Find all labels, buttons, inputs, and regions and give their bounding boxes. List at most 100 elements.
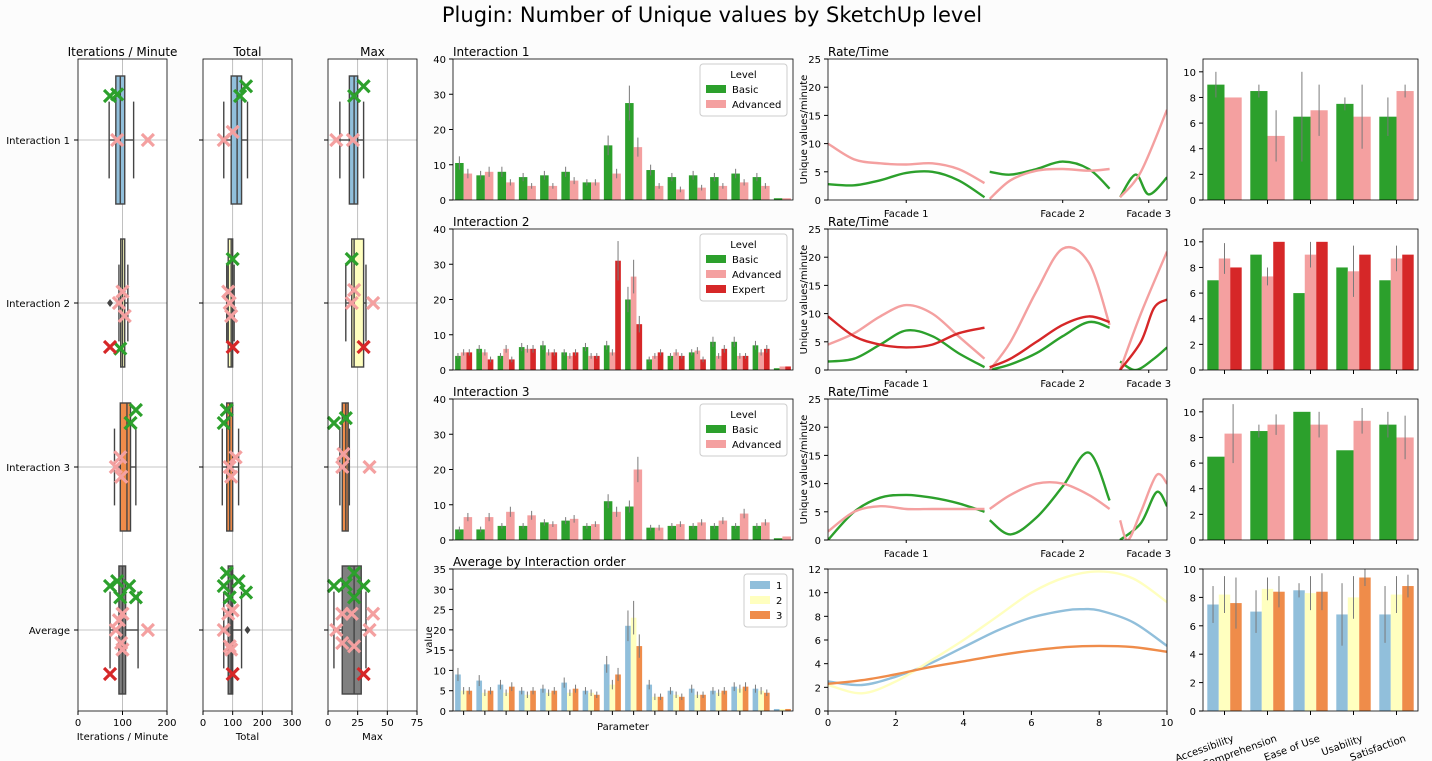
rate_i2-series-line xyxy=(828,303,986,360)
bars_i2-bar xyxy=(763,348,770,370)
bars_i1-bar xyxy=(676,189,685,200)
bars_i2-legend-label: Expert xyxy=(732,285,765,296)
box_iterations-point xyxy=(108,622,123,638)
bars_i3-bar xyxy=(527,515,536,540)
rate_avg-ytick-label: 2 xyxy=(815,683,821,694)
box_max-point xyxy=(362,459,377,475)
survey_i2-ytick-label: 4 xyxy=(1190,315,1196,326)
survey_avg-bar xyxy=(1230,603,1242,711)
bars_i1-bar xyxy=(718,185,728,200)
survey_i1-bar xyxy=(1207,84,1225,200)
survey_avg-bar xyxy=(1359,577,1371,711)
bars_avg-bar xyxy=(758,690,764,711)
bars_i1-frame xyxy=(452,58,794,201)
box_total-point xyxy=(219,402,234,418)
rate_i1-ytick-label: 20 xyxy=(808,83,821,94)
bars_avg-bar xyxy=(497,684,504,711)
survey_i2-bar xyxy=(1336,267,1348,370)
rate_i2-facade-label: Facade 3 xyxy=(1126,379,1171,390)
survey_i1-bar xyxy=(1353,116,1371,200)
bars_i2-bar xyxy=(603,345,610,370)
bars_i2-bar xyxy=(503,348,509,370)
rate_i3-series-line xyxy=(1118,472,1167,540)
bars_avg-bar xyxy=(763,692,770,711)
box_max-point xyxy=(346,565,362,581)
survey_avg-ytick-label: 8 xyxy=(1190,593,1196,604)
survey_avg-ytick-label: 0 xyxy=(1190,707,1196,718)
rate_avg-ytick-label: 0 xyxy=(815,707,821,718)
bars_i2-bar xyxy=(636,324,643,370)
bars_i3-legend-title: Level xyxy=(730,410,756,421)
bars_i2-legend-swatch xyxy=(706,255,726,263)
bars_i3-bar xyxy=(633,469,643,540)
bars_i2-bar xyxy=(652,355,658,370)
box_total-point xyxy=(228,450,243,465)
survey_i3-bar xyxy=(1353,420,1371,540)
bars_i2-bar xyxy=(609,352,616,370)
bars_i1-bar xyxy=(527,185,536,200)
bars_i2-bar xyxy=(518,347,525,370)
box_total-box xyxy=(230,75,243,205)
bars_i3-ytick-label: 20 xyxy=(433,466,446,477)
box_iterations-xtick-label: 200 xyxy=(157,718,176,729)
box_max-xlabel: Max xyxy=(362,732,383,743)
bars_i1-legend-label: Advanced xyxy=(732,100,781,111)
bars_avg-ytick-label: 20 xyxy=(433,626,446,637)
figure-title: Plugin: Number of Unique values by Sketc… xyxy=(442,3,982,27)
box_max-point xyxy=(365,606,381,621)
bars_i2-bar xyxy=(615,260,621,370)
bars_i3-bar xyxy=(761,522,770,540)
survey_i3-ytick-label: 0 xyxy=(1190,536,1196,547)
survey_avg-bar xyxy=(1347,597,1360,711)
bars_i2-bar xyxy=(646,359,653,370)
box_iterations-frame xyxy=(77,58,168,712)
bars_i2-bar xyxy=(466,352,473,370)
bars_i2-bar xyxy=(460,352,467,370)
bars_i2-bar xyxy=(688,352,695,370)
bars_i2-legend-label: Basic xyxy=(732,255,758,266)
bars_i2-bar xyxy=(508,359,515,370)
bars_i2-bar xyxy=(731,341,738,370)
bars_avg-bar xyxy=(636,646,643,711)
rate_i2-series-line xyxy=(828,328,986,369)
bars_avg-ytick-label: 25 xyxy=(433,606,446,617)
bars_i1-bar xyxy=(697,187,706,200)
box_max-xtick-label: 50 xyxy=(381,718,394,729)
survey_avg-bar xyxy=(1273,591,1285,711)
bars_i2-legend-title: Level xyxy=(730,240,756,251)
survey_avg-bar xyxy=(1379,614,1391,711)
bars_i2-bar xyxy=(673,352,679,370)
box_iterations-point xyxy=(128,402,143,418)
rate_i2-ytick-label: 15 xyxy=(808,281,821,292)
survey_avg-bar xyxy=(1218,594,1231,711)
rate_i3-frame xyxy=(827,398,1168,541)
survey_i3-bar xyxy=(1293,411,1311,540)
bars_avg-title: Average by Interaction order xyxy=(453,555,626,569)
bars_avg-bar xyxy=(710,690,716,711)
survey_i2-bar xyxy=(1273,241,1285,370)
survey_i2-bar xyxy=(1402,254,1414,370)
bars_i3-bar xyxy=(688,525,698,540)
survey_i2-bar xyxy=(1347,271,1360,370)
bars_i1-legend-swatch xyxy=(706,85,726,93)
box_total-xlabel: Total xyxy=(235,732,259,743)
bars_i2-bar xyxy=(482,352,488,370)
rate_avg-ytick-label: 12 xyxy=(808,565,821,576)
category-label: Interaction 1 xyxy=(6,136,70,147)
box_total-xtick-label: 0 xyxy=(200,718,206,729)
bars_i1-bar xyxy=(646,170,655,200)
bars_i2-legend-swatch xyxy=(706,285,726,293)
box_total-point xyxy=(216,132,231,148)
bars_avg-bar xyxy=(567,692,573,711)
bars_i3-bar xyxy=(582,525,592,540)
bars_i1-bar xyxy=(497,171,507,200)
rate_i2-bg xyxy=(828,229,1167,370)
bars_i3-bar xyxy=(625,506,634,540)
survey_i1-ytick-label: 2 xyxy=(1190,170,1196,181)
bars_i1-bar xyxy=(569,180,579,200)
bars_avg-bar xyxy=(721,690,728,711)
box_total-point xyxy=(225,339,240,355)
rate_i2-series-line xyxy=(1119,346,1167,370)
box_iterations-xtick-label: 0 xyxy=(75,718,81,729)
